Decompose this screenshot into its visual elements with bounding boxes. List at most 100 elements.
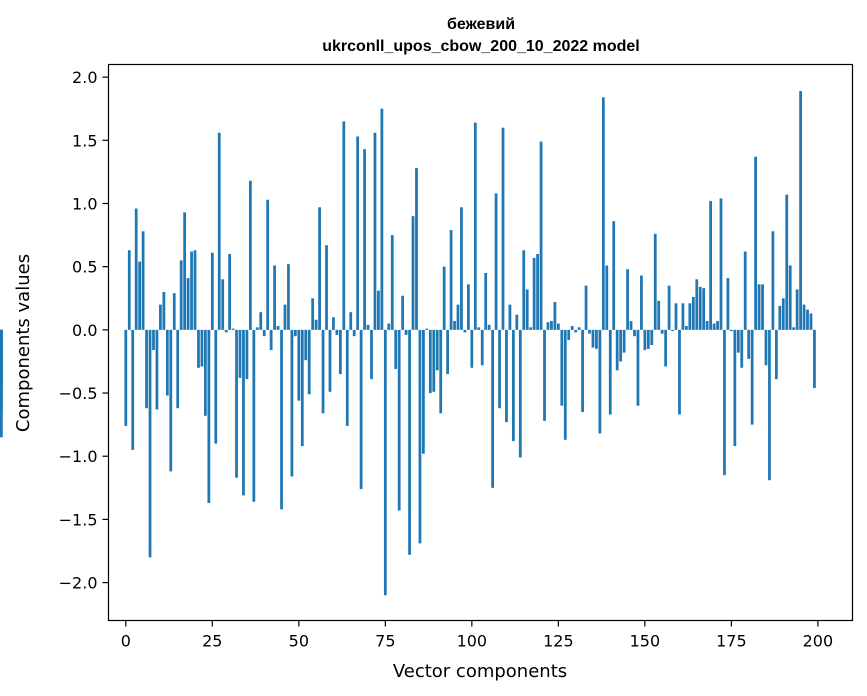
bar — [190, 251, 193, 330]
bar — [165, 329, 169, 396]
bar — [723, 329, 726, 476]
bar — [131, 329, 135, 450]
y-tick-label: 0.5 — [72, 258, 97, 277]
bar — [702, 288, 706, 330]
bar — [152, 329, 155, 351]
bar — [505, 329, 508, 423]
bar — [733, 329, 737, 447]
chart-title: бежевий — [447, 16, 515, 33]
bar — [643, 329, 647, 351]
bar — [318, 207, 321, 330]
bar — [681, 303, 685, 330]
y-tick-label: −1.0 — [59, 447, 98, 466]
bar — [453, 321, 456, 330]
bar — [221, 279, 225, 330]
bar — [671, 329, 674, 332]
bar — [228, 254, 231, 330]
bar — [532, 257, 536, 330]
bar — [255, 327, 259, 330]
bar — [622, 329, 626, 353]
bar — [508, 304, 512, 330]
bar — [688, 303, 692, 330]
bar — [370, 329, 373, 380]
bar — [383, 329, 387, 596]
bar — [667, 285, 671, 330]
bar — [761, 284, 764, 330]
bar — [473, 122, 477, 330]
bar — [705, 321, 709, 330]
bar — [463, 329, 467, 333]
bar — [615, 329, 619, 371]
bar — [214, 329, 218, 444]
bar — [709, 200, 713, 330]
bar — [159, 304, 162, 330]
bar — [556, 323, 560, 330]
bar — [574, 329, 578, 333]
bar — [366, 324, 370, 330]
bar — [169, 329, 173, 472]
y-tick-label: −2.0 — [59, 574, 98, 593]
bar — [428, 329, 432, 394]
bar — [626, 269, 629, 330]
bar — [124, 329, 128, 426]
bar — [349, 312, 353, 330]
bar — [287, 264, 290, 330]
bar — [795, 289, 799, 330]
bar — [792, 327, 796, 330]
bar — [401, 295, 405, 330]
chart-subtitle: ukrconll_upos_cbow_200_10_2022 model — [322, 38, 639, 55]
bar — [546, 322, 550, 330]
bar — [183, 212, 187, 330]
bar — [138, 261, 142, 330]
y-tick-label: −0.5 — [59, 384, 98, 403]
plot-frame — [107, 63, 854, 622]
bar — [640, 275, 643, 330]
x-tick-label: 175 — [716, 632, 747, 651]
bar — [235, 329, 238, 478]
bar — [325, 245, 328, 330]
bar — [148, 329, 152, 558]
bar — [740, 329, 744, 368]
y-tick-label: 1.5 — [72, 131, 97, 150]
bar — [768, 329, 771, 481]
bar — [297, 329, 301, 401]
bar — [335, 329, 339, 335]
bar — [411, 216, 415, 330]
bar — [342, 121, 346, 330]
bar — [764, 329, 768, 366]
bar — [646, 329, 650, 349]
bar — [404, 329, 408, 335]
bar — [595, 329, 598, 349]
bar — [799, 91, 802, 330]
bar — [501, 127, 505, 330]
bar — [477, 327, 481, 330]
bar — [162, 291, 166, 330]
bar — [494, 193, 498, 330]
x-tick-label: 75 — [375, 632, 395, 651]
bar — [204, 329, 207, 416]
bar — [691, 297, 695, 330]
bar — [231, 328, 235, 330]
bar — [591, 329, 595, 348]
bar — [0, 329, 3, 438]
y-tick-label: −1.5 — [59, 510, 98, 529]
bar — [560, 329, 564, 406]
y-axis: 2.0 1.5 1.0 0.5 0.0 −0.5 −1.0 −1.5 −2.0 — [59, 68, 109, 593]
bar — [629, 321, 633, 330]
bar — [238, 329, 242, 378]
bar — [155, 329, 159, 410]
bar — [736, 329, 740, 353]
bar — [456, 304, 460, 330]
bar — [480, 329, 484, 366]
bar — [390, 235, 394, 330]
bar — [747, 329, 751, 359]
bar — [750, 329, 754, 425]
bar — [449, 230, 453, 330]
bar — [422, 329, 425, 454]
bar — [242, 329, 245, 496]
bar — [141, 231, 145, 330]
bar — [387, 323, 391, 330]
bar — [588, 329, 591, 334]
bar — [127, 250, 131, 330]
